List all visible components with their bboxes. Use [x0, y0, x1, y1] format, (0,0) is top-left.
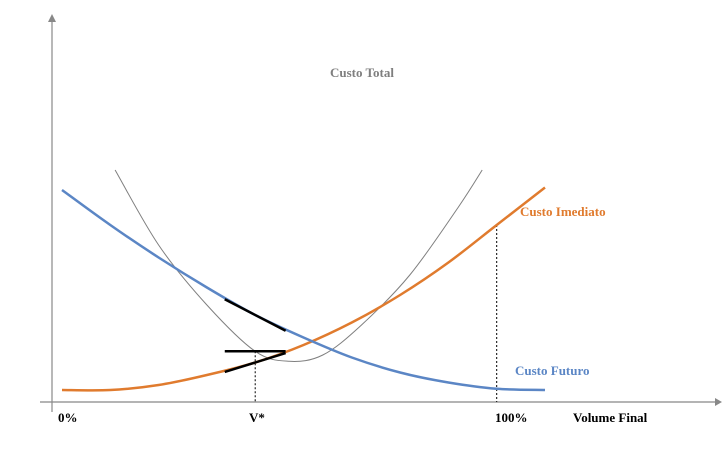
- x-tick-label-0: 0%: [58, 410, 78, 425]
- guide-lines: [254, 225, 498, 402]
- tangent-custo-imediato: [224, 351, 286, 374]
- tangent-custo-futuro: [224, 298, 287, 332]
- series-line-custo-imediato: [61, 186, 546, 392]
- x-axis-label: Volume Final: [573, 410, 648, 425]
- series-line-custo-futuro: [61, 188, 546, 392]
- series-label-custo-total: Custo Total: [330, 65, 394, 80]
- x-tick-labels: 0% V* 100% Volume Final: [58, 410, 648, 425]
- series-labels: Custo Total Custo Imediato Custo Futuro: [330, 65, 606, 378]
- series-label-custo-imediato: Custo Imediato: [520, 204, 606, 219]
- x-tick-label-100: 100%: [495, 410, 528, 425]
- tangent-marks: [224, 298, 287, 374]
- axes: [40, 14, 722, 412]
- x-axis-arrow: [715, 398, 722, 406]
- series-curves: [61, 169, 546, 392]
- series-label-custo-futuro: Custo Futuro: [515, 363, 590, 378]
- y-axis-arrow: [48, 14, 56, 22]
- x-tick-label-vstar: V*: [249, 410, 265, 425]
